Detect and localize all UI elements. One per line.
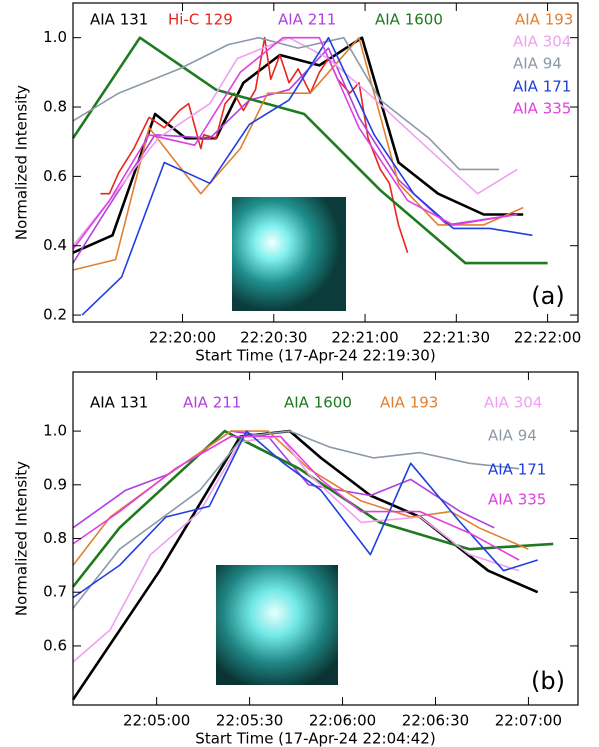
legend-entry: AIA 335 <box>488 491 546 509</box>
x-tick-label: 22:20:30 <box>240 329 307 347</box>
x-tick-label: 22:06:30 <box>402 712 469 730</box>
y-tick-label: 1.0 <box>43 422 67 440</box>
x-tick-label: 22:06:00 <box>309 712 376 730</box>
legend-entry: AIA 171 <box>488 461 546 479</box>
series-line <box>72 430 495 529</box>
inset-image <box>216 565 338 685</box>
y-tick-label: 0.2 <box>43 306 67 324</box>
legend-entry: AIA 211 <box>183 394 241 412</box>
x-tick-label: 22:22:00 <box>514 329 581 347</box>
legend-entry: AIA 193 <box>380 394 438 412</box>
series-line <box>72 435 520 561</box>
legend-entry: AIA 304 <box>513 33 571 51</box>
legend-entry: AIA 94 <box>513 55 562 73</box>
x-axis-label: Start Time (17-Apr-24 22:04:42) <box>195 730 435 747</box>
series-line <box>72 36 524 271</box>
legend-entry: AIA 171 <box>513 78 571 96</box>
y-tick-label: 0.6 <box>43 636 67 654</box>
y-tick-label: 0.9 <box>43 475 67 493</box>
y-tick-label: 0.4 <box>43 236 67 254</box>
legend-entry: AIA 193 <box>515 11 573 29</box>
legend-entry: AIA 94 <box>488 427 537 445</box>
x-tick-label: 22:07:00 <box>495 712 562 730</box>
y-tick-label: 0.7 <box>43 583 67 601</box>
legend-entry: AIA 335 <box>513 100 571 118</box>
series-line <box>71 429 554 588</box>
y-tick-label: 0.6 <box>43 167 67 185</box>
series-line <box>72 430 538 599</box>
y-axis-label: Normalized Intensity <box>13 85 31 240</box>
legend-entry: AIA 131 <box>90 394 148 412</box>
y-tick-label: 1.0 <box>43 28 67 46</box>
series-line <box>72 430 520 609</box>
legend-entry: AIA 1600 <box>284 394 352 412</box>
x-tick-label: 22:05:30 <box>216 712 283 730</box>
series-line <box>72 36 499 171</box>
y-tick-label: 0.8 <box>43 529 67 547</box>
x-tick-label: 22:21:30 <box>423 329 490 347</box>
legend-entry: AIA 1600 <box>375 11 443 29</box>
legend-entry: AIA 131 <box>90 11 148 29</box>
x-axis-label: Start Time (17-Apr-24 22:19:30) <box>195 347 435 365</box>
panel-label: (a) <box>531 282 564 310</box>
plot-frame <box>72 2 579 323</box>
series-line <box>71 429 539 701</box>
inset-image <box>232 197 346 311</box>
panel-label: (b) <box>531 667 565 695</box>
series-line <box>72 36 518 250</box>
y-tick-label: 0.8 <box>43 98 67 116</box>
series-line <box>81 36 533 316</box>
series-line <box>71 36 548 265</box>
x-tick-label: 22:05:00 <box>123 712 190 730</box>
x-tick-label: 22:21:00 <box>331 329 398 347</box>
series-line <box>100 36 409 253</box>
y-axis-label: Normalized Intensity <box>13 461 31 616</box>
legend-entry: AIA 304 <box>484 394 542 412</box>
legend-entry: AIA 211 <box>278 11 336 29</box>
x-tick-label: 22:20:00 <box>149 329 216 347</box>
legend-entry: Hi-C 129 <box>168 11 233 29</box>
